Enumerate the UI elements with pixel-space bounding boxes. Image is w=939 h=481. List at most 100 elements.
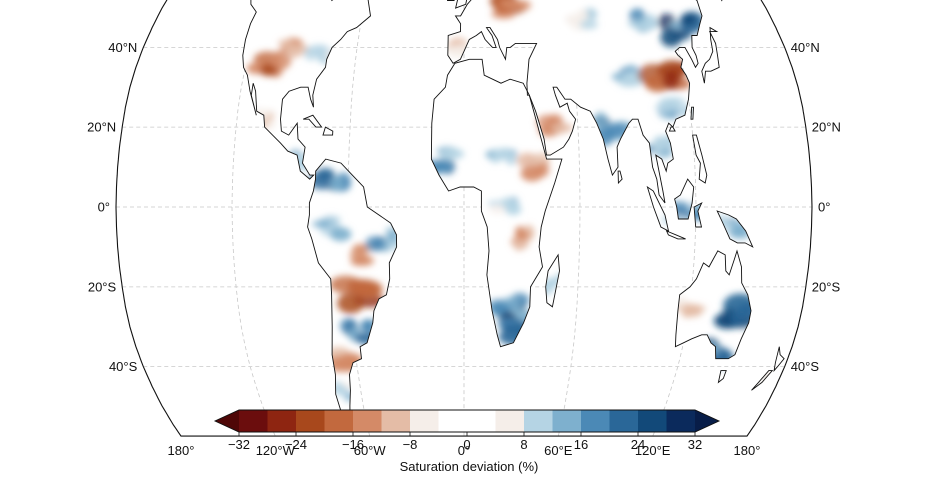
anomaly-sahel-5 xyxy=(492,149,507,161)
lon-label: 0° xyxy=(458,443,470,458)
lon-label: 180° xyxy=(734,443,761,458)
anomaly-central-africa-5 xyxy=(505,203,522,216)
colorbar-extend-high xyxy=(695,410,719,432)
anomaly-kazakhstan-3 xyxy=(576,9,589,21)
anomaly-arabian-peninsula-5 xyxy=(551,123,573,133)
colorbar-bin xyxy=(410,410,439,432)
colorbar-tick-label: −32 xyxy=(228,437,250,452)
anomaly-eastern-usa-3 xyxy=(303,46,319,61)
anomaly-northeast-china-4 xyxy=(675,29,691,41)
anomaly-southeast-asia-5 xyxy=(653,136,667,148)
latitude-labels-right: 60°N40°N20°N0°20°S40°S xyxy=(791,40,841,374)
lat-label-right: 20°S xyxy=(812,279,841,294)
anomaly-eastern-europe-5 xyxy=(499,0,523,9)
coastline-philippines xyxy=(692,134,708,184)
lat-label-left: 20°N xyxy=(87,120,116,135)
coastline-taiwan xyxy=(690,106,694,120)
anomaly-mexico-4 xyxy=(265,119,276,129)
colorbar-tick-label: −24 xyxy=(285,437,307,452)
lat-label-left: 0° xyxy=(98,200,110,215)
anomaly-west-africa-5 xyxy=(442,148,465,160)
lat-label-right: 40°S xyxy=(791,359,820,374)
colorbar-tick-label: 16 xyxy=(574,437,588,452)
anomaly-western-australia-5 xyxy=(681,308,694,318)
coastline-sumatra xyxy=(646,185,670,232)
coastline-north-america xyxy=(202,0,371,180)
anomaly-central-brazil-4 xyxy=(352,244,368,254)
anomaly-india-4 xyxy=(601,123,627,139)
land-australia xyxy=(675,250,751,359)
latitude-labels-left: 60°N40°N20°N0°20°S40°S xyxy=(87,40,138,374)
anomaly-central-usa-5 xyxy=(285,46,302,59)
land-hispaniola xyxy=(323,127,333,136)
anomaly-west-africa-4 xyxy=(433,159,453,174)
longitude-labels: 180° 120°W 60°W 0° 60°E 120°E 180° xyxy=(168,443,761,458)
colorbar-bin xyxy=(381,410,411,432)
anomaly-tibet-5 xyxy=(611,72,624,81)
lat-label-left: 40°S xyxy=(109,359,138,374)
anomaly-ethiopia-2 xyxy=(523,156,537,165)
anomaly-mongolia-5 xyxy=(643,13,657,30)
anomaly-central-brazil-5 xyxy=(354,255,375,266)
anomaly-central-africa-4 xyxy=(489,204,507,214)
colorbar-label: Saturation deviation (%) xyxy=(400,459,539,474)
lon-label: 120°E xyxy=(635,443,671,458)
coastline-madagascar xyxy=(545,253,560,308)
coastline-australia xyxy=(674,249,752,360)
colorbar-bin xyxy=(609,410,639,432)
coastline-hispaniola xyxy=(322,126,334,136)
land-eurasia xyxy=(447,0,729,203)
coastline-ireland xyxy=(447,0,455,1)
coastline-south-america xyxy=(307,158,398,427)
coastline-eurasia xyxy=(447,0,729,204)
anomaly-southern-brazil-1 xyxy=(337,293,365,314)
anomaly-east-africa-5 xyxy=(515,230,530,241)
colorbar-bin xyxy=(267,410,297,432)
lat-label-left: 40°N xyxy=(108,40,137,55)
lon-label: 180° xyxy=(168,443,195,458)
colorbar-bin xyxy=(581,410,610,432)
anomaly-eastern-australia-5 xyxy=(730,310,752,328)
lat-label-right: 0° xyxy=(818,200,830,215)
coastline-nz-south xyxy=(751,370,774,391)
colorbar-bin xyxy=(666,410,696,432)
coastline-nz-north xyxy=(773,346,785,373)
anomaly-amazon-west-4 xyxy=(330,227,352,242)
colorbar-tick-label: 0 xyxy=(463,437,470,452)
map-boundary xyxy=(115,0,813,437)
anomaly-venezuela-colombia-4 xyxy=(315,168,335,182)
anomaly-southern-brazil-4 xyxy=(329,275,362,294)
land-philippines xyxy=(692,135,707,183)
colorbar-bin xyxy=(467,410,496,432)
coastline-borneo xyxy=(674,178,695,220)
colorbar-extend-low xyxy=(215,410,239,432)
land-nz-north xyxy=(774,346,785,371)
anomaly-eastern-brazil-5 xyxy=(365,236,384,252)
colorbar-bin xyxy=(296,410,325,432)
coastline-sulawesi xyxy=(693,201,703,228)
anomaly-east-africa-4 xyxy=(514,240,530,249)
colorbar-tick-label: 8 xyxy=(520,437,527,452)
lat-label-right: 20°N xyxy=(812,120,841,135)
colorbar-bins xyxy=(239,410,696,432)
coastline-japan xyxy=(701,26,720,84)
colorbar: −32 −24 −16 −8 0 8 16 24 32 Saturation deviation… xyxy=(213,409,721,474)
anomaly-western-usa-5 xyxy=(259,64,278,77)
colorbar-tick-label: 24 xyxy=(631,437,645,452)
colorbar-bin xyxy=(495,410,525,432)
anomaly-southern-brazil-5 xyxy=(355,280,383,299)
anomaly-amazon-west-5 xyxy=(312,220,331,229)
coastline-sri-lanka xyxy=(617,170,623,185)
lon-label: 60°E xyxy=(544,443,573,458)
colorbar-bin xyxy=(552,410,582,432)
coastline-tasmania xyxy=(717,370,727,384)
colorbar-bin xyxy=(438,410,468,432)
lon-label: 120°W xyxy=(256,443,296,458)
colorbar-tick-label: 32 xyxy=(688,437,702,452)
coastlines xyxy=(202,0,785,427)
coastline-hainan xyxy=(668,126,676,132)
colorbar-bin xyxy=(239,410,268,432)
coastline-africa xyxy=(430,58,563,348)
anomaly-northeast-china-5 xyxy=(681,13,697,26)
